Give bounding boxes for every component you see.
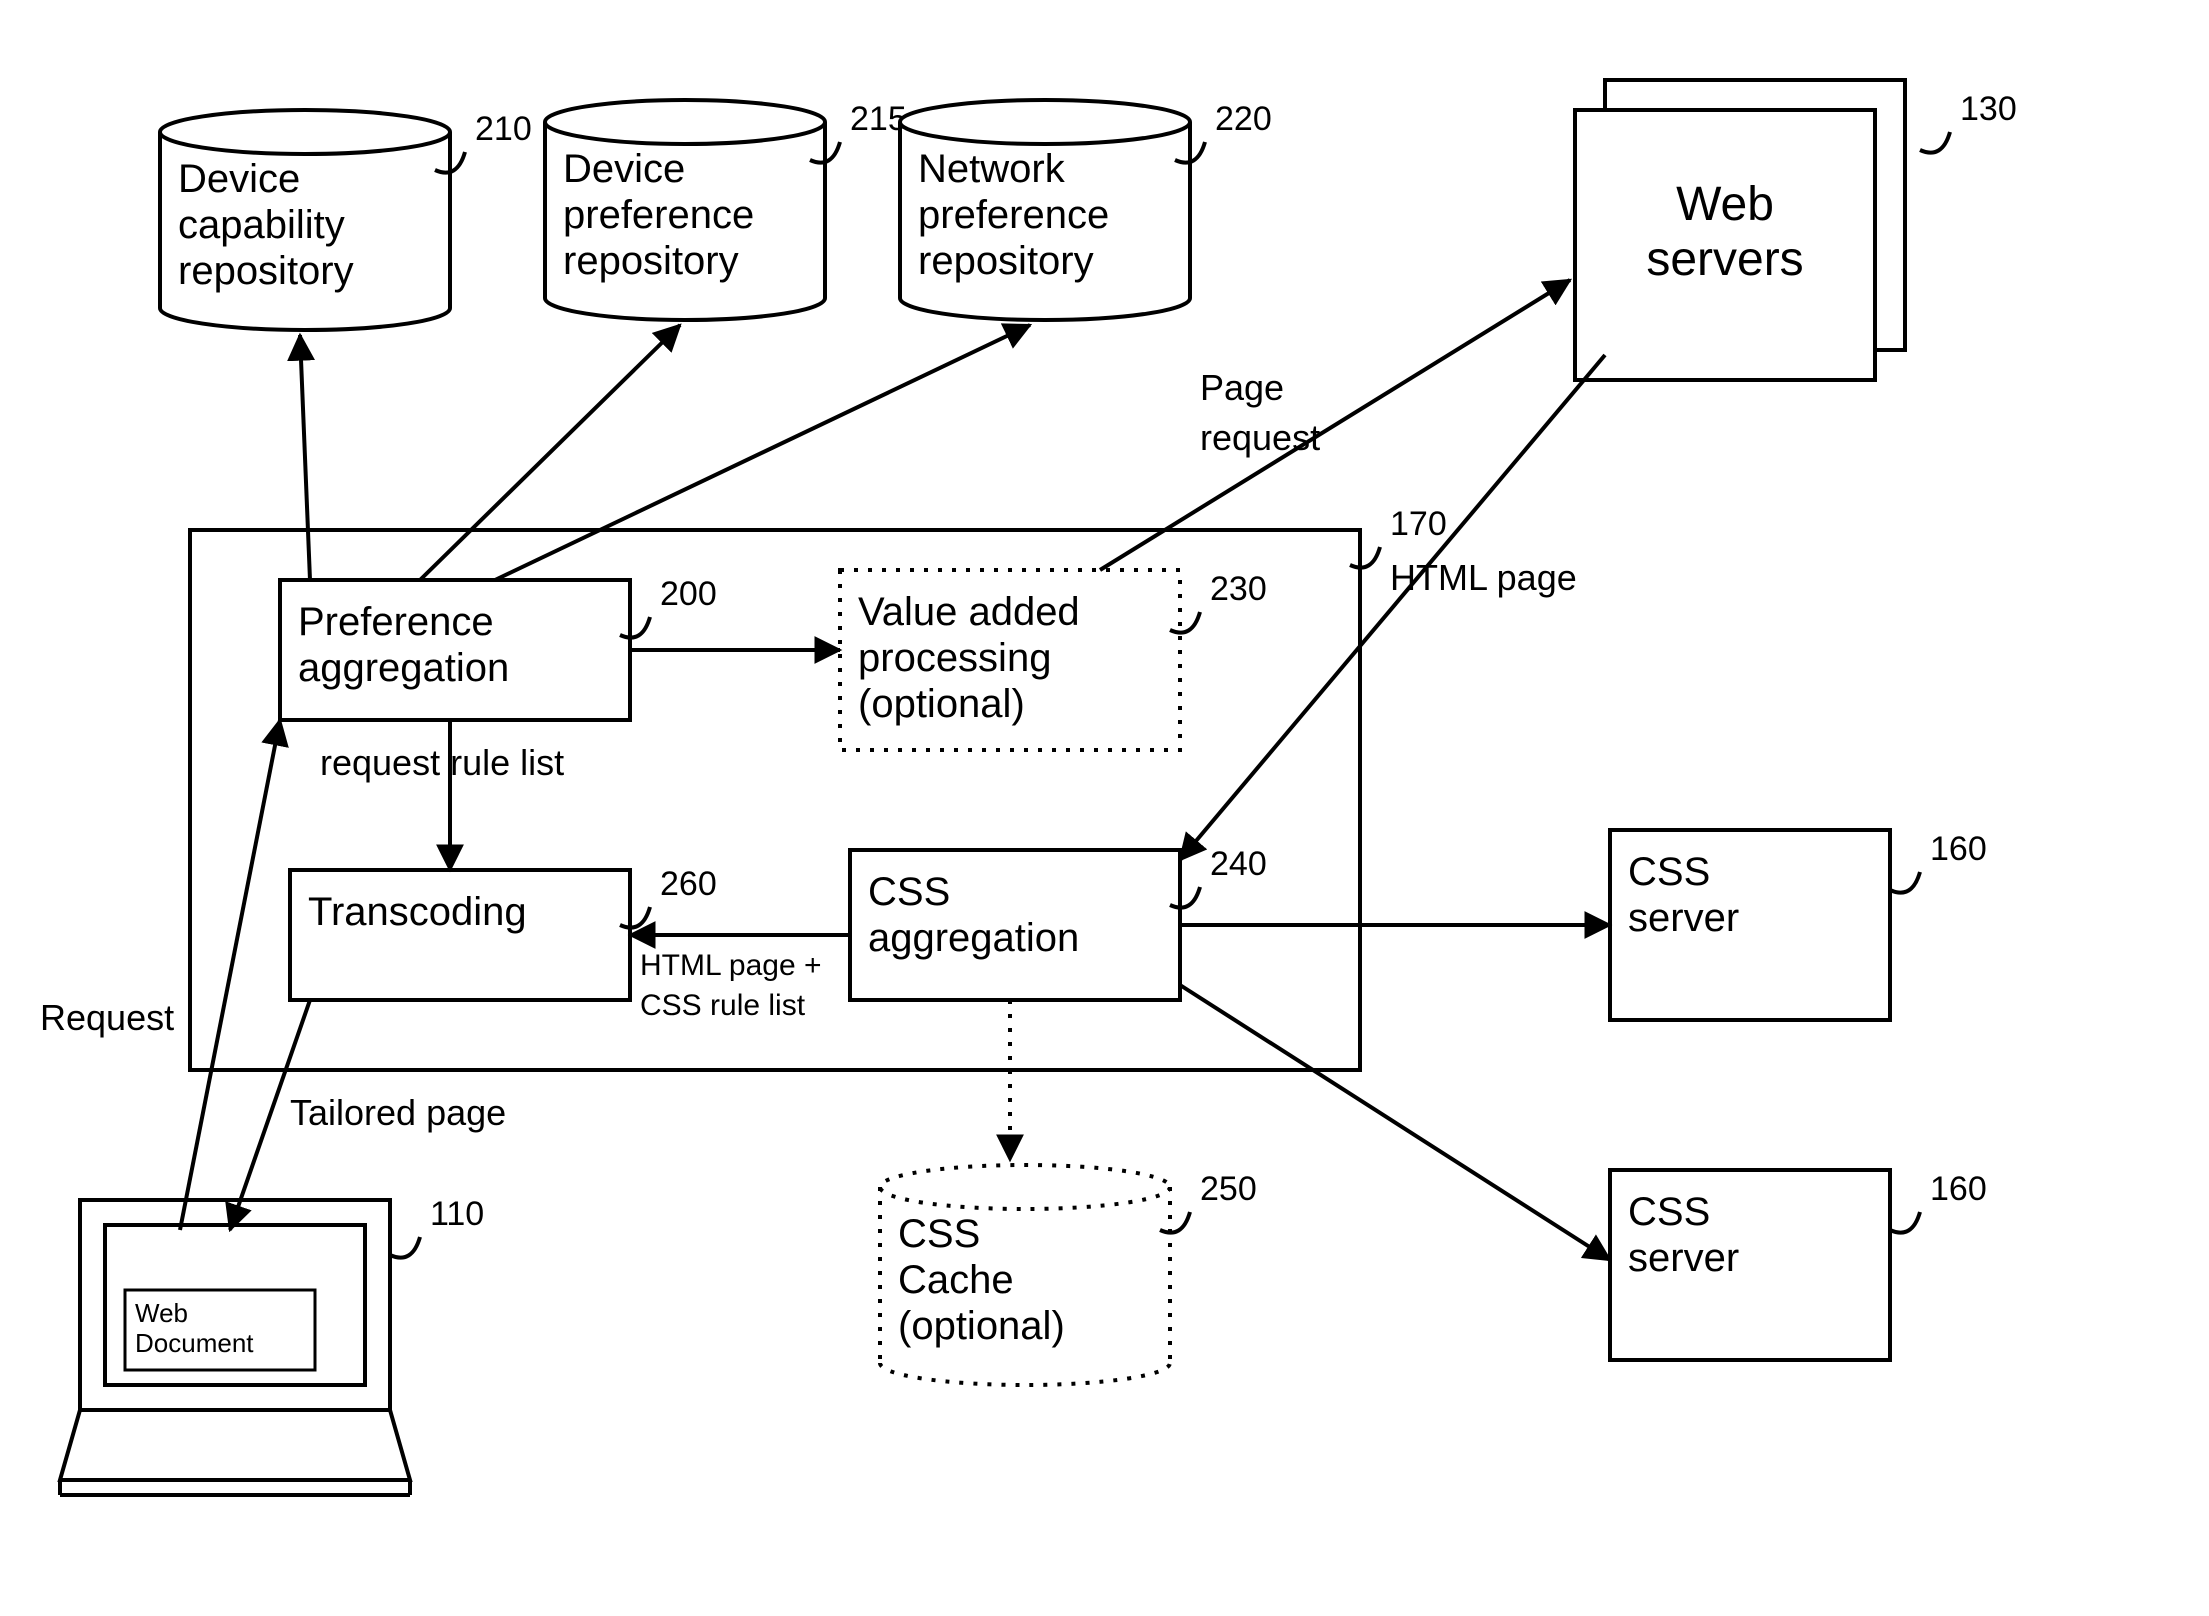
svg-text:Device: Device (178, 157, 300, 201)
svg-text:Web: Web (135, 1298, 188, 1328)
svg-text:Preference: Preference (298, 600, 494, 644)
svg-text:aggregation: aggregation (868, 916, 1079, 960)
svg-text:repository: repository (178, 249, 354, 293)
svg-text:250: 250 (1200, 1170, 1257, 1208)
architecture-diagram: 170Devicecapabilityrepository210Devicepr… (0, 0, 2209, 1616)
svg-text:CSS: CSS (898, 1212, 980, 1256)
svg-text:220: 220 (1215, 100, 1272, 138)
svg-text:CSS: CSS (868, 870, 950, 914)
svg-text:Cache: Cache (898, 1258, 1014, 1302)
svg-text:Value added: Value added (858, 590, 1080, 634)
svg-text:request rule list: request rule list (320, 742, 564, 783)
svg-text:Tailored page: Tailored page (290, 1092, 506, 1133)
svg-text:preference: preference (918, 193, 1109, 237)
svg-text:Device: Device (563, 147, 685, 191)
svg-text:servers: servers (1646, 233, 1803, 286)
svg-text:110: 110 (430, 1195, 484, 1233)
svg-text:repository: repository (563, 239, 739, 283)
svg-text:(optional): (optional) (858, 682, 1025, 726)
svg-text:processing: processing (858, 636, 1051, 680)
svg-text:Request: Request (40, 997, 174, 1038)
svg-text:server: server (1628, 1236, 1739, 1280)
svg-text:repository: repository (918, 239, 1094, 283)
svg-text:210: 210 (475, 110, 532, 148)
svg-text:260: 260 (660, 865, 717, 903)
svg-text:preference: preference (563, 193, 754, 237)
svg-text:Document: Document (135, 1328, 254, 1358)
svg-text:200: 200 (660, 575, 717, 613)
svg-text:230: 230 (1210, 570, 1267, 608)
svg-text:server: server (1628, 896, 1739, 940)
svg-text:160: 160 (1930, 1170, 1987, 1208)
svg-text:request: request (1200, 417, 1320, 458)
svg-text:170: 170 (1390, 505, 1447, 543)
svg-text:Transcoding: Transcoding (308, 890, 527, 934)
svg-text:(optional): (optional) (898, 1304, 1065, 1348)
svg-text:130: 130 (1960, 90, 2017, 128)
svg-text:Web: Web (1676, 178, 1774, 231)
svg-text:HTML page: HTML page (1390, 557, 1577, 598)
svg-text:Page: Page (1200, 367, 1284, 408)
svg-text:CSS: CSS (1628, 850, 1710, 894)
svg-text:CSS rule list: CSS rule list (640, 989, 806, 1022)
svg-text:CSS: CSS (1628, 1190, 1710, 1234)
svg-text:160: 160 (1930, 830, 1987, 868)
svg-text:capability: capability (178, 203, 345, 247)
svg-text:aggregation: aggregation (298, 646, 509, 690)
svg-text:HTML page +: HTML page + (640, 949, 821, 982)
svg-text:Network: Network (918, 147, 1066, 191)
svg-text:240: 240 (1210, 845, 1267, 883)
